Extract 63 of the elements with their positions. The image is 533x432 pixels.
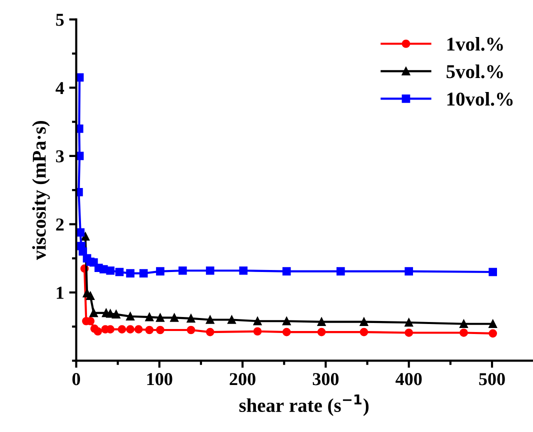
x-tick-label: 100 <box>147 373 172 386</box>
point <box>115 268 124 276</box>
point <box>404 328 414 337</box>
y-tick-label: 4 <box>56 82 64 94</box>
y-tick-label: 2 <box>56 218 64 230</box>
x-tick-label: 300 <box>312 373 339 386</box>
point <box>360 318 368 326</box>
point <box>206 316 214 324</box>
x-tick-label: 400 <box>396 373 422 386</box>
point <box>317 328 326 336</box>
point <box>118 325 126 334</box>
point <box>186 314 196 323</box>
y-tick-label: 5 <box>56 14 64 26</box>
y-tick-label: 1 <box>56 286 64 299</box>
point <box>253 327 262 336</box>
point <box>145 326 154 334</box>
point <box>94 327 102 336</box>
legend-label: 5vol.% <box>446 64 503 78</box>
point <box>228 316 236 324</box>
point <box>206 266 214 275</box>
point <box>126 312 134 321</box>
point <box>186 326 196 334</box>
point <box>404 267 414 276</box>
point <box>282 316 291 326</box>
point <box>460 328 468 337</box>
point <box>178 266 187 275</box>
point <box>156 314 164 322</box>
x-tick-label: 0 <box>72 373 80 386</box>
point <box>106 309 114 318</box>
point <box>488 329 498 338</box>
legend-label: 1vol.% <box>447 37 503 51</box>
point <box>81 232 90 241</box>
y-tick-label: 3 <box>56 150 64 162</box>
point <box>106 266 114 275</box>
point <box>126 325 134 334</box>
point <box>134 325 143 334</box>
point <box>488 268 498 276</box>
point <box>145 312 154 322</box>
y-axis-title: viscosity (mPa·s) <box>32 121 50 260</box>
point <box>206 328 214 336</box>
point <box>156 267 164 276</box>
point <box>360 328 368 336</box>
point <box>156 326 164 334</box>
x-tick-label: 500 <box>479 373 505 386</box>
point <box>239 266 248 275</box>
point <box>90 308 98 318</box>
point <box>488 320 498 328</box>
point <box>170 314 179 322</box>
point <box>126 269 134 278</box>
point <box>86 292 95 300</box>
legend-label: 10vol.% <box>447 92 513 106</box>
point <box>404 318 414 327</box>
point <box>282 267 291 276</box>
point <box>317 318 326 326</box>
point <box>112 310 120 318</box>
point <box>336 267 345 276</box>
point <box>282 328 291 336</box>
point <box>253 316 262 326</box>
point <box>460 320 468 328</box>
x-tick-label: 200 <box>230 373 256 386</box>
x-axis-title: shear rate (s$^{−1}$) <box>239 394 369 416</box>
point <box>78 247 88 256</box>
point <box>139 269 148 278</box>
